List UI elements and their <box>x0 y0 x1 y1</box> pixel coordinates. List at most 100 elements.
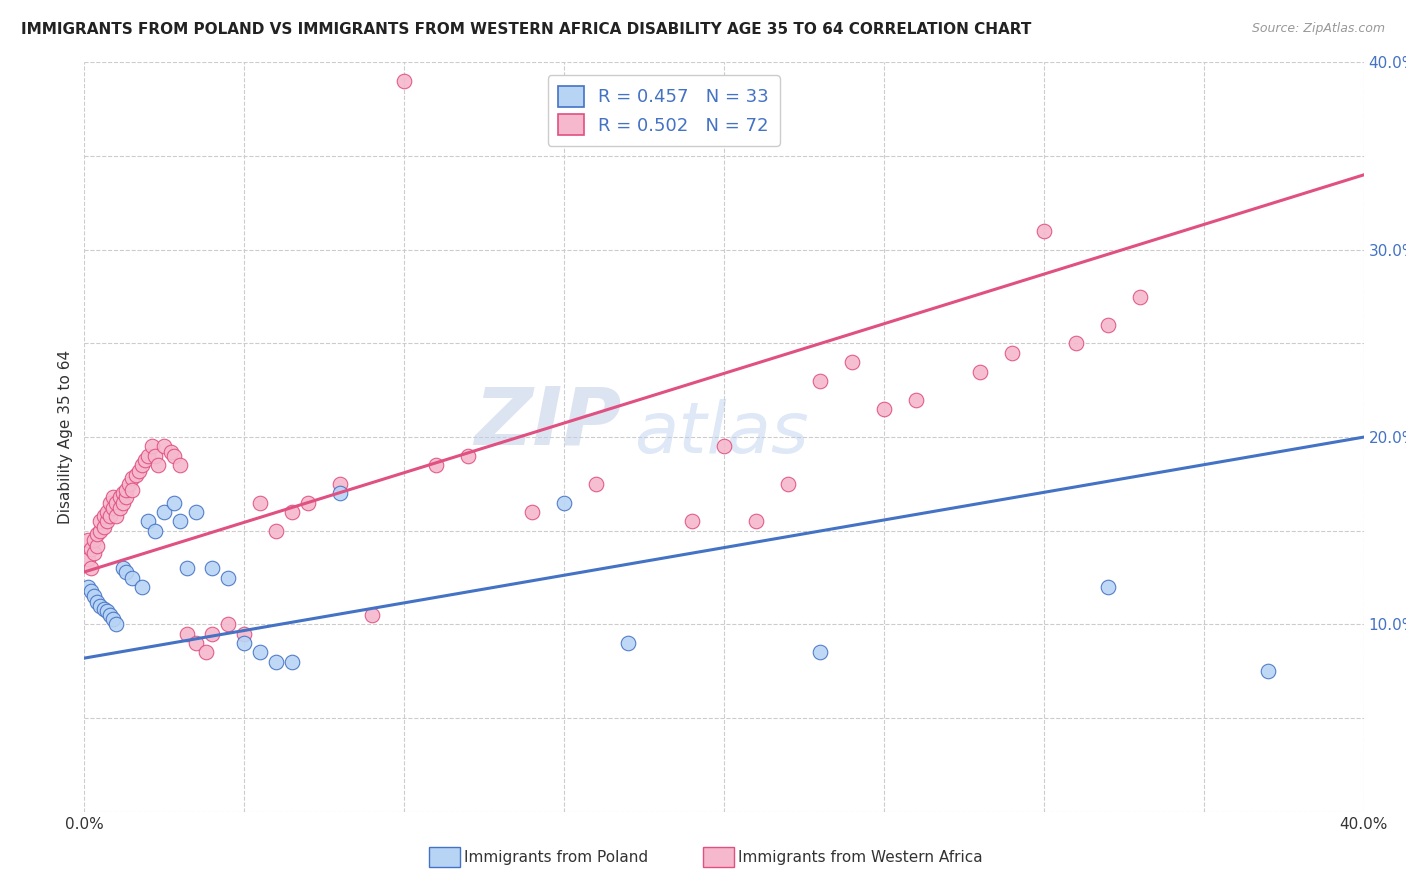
Point <box>808 374 831 388</box>
Point <box>128 464 150 478</box>
Text: IMMIGRANTS FROM POLAND VS IMMIGRANTS FROM WESTERN AFRICA DISABILITY AGE 35 TO 64: IMMIGRANTS FROM POLAND VS IMMIGRANTS FRO… <box>21 22 1032 37</box>
Point <box>201 561 224 575</box>
Point <box>98 508 121 523</box>
Point <box>217 617 239 632</box>
Point <box>585 476 607 491</box>
Point <box>176 626 198 640</box>
Point <box>329 486 352 500</box>
Point <box>80 583 103 598</box>
Point <box>76 533 98 547</box>
Point <box>86 527 108 541</box>
Point <box>89 524 111 538</box>
Point <box>186 505 208 519</box>
Point <box>264 655 288 669</box>
Point <box>105 496 128 510</box>
Point <box>201 626 224 640</box>
Point <box>163 449 186 463</box>
Point <box>138 514 160 528</box>
Point <box>101 501 124 516</box>
Point <box>1097 580 1119 594</box>
Point <box>115 490 138 504</box>
Point <box>80 542 103 557</box>
Point <box>121 483 143 497</box>
Point <box>281 655 304 669</box>
Point <box>89 599 111 613</box>
Point <box>1032 224 1054 238</box>
Point <box>681 514 703 528</box>
Point <box>163 496 186 510</box>
Point <box>115 483 138 497</box>
Point <box>83 546 105 560</box>
Point <box>249 646 271 660</box>
Point <box>93 520 115 534</box>
Point <box>121 471 143 485</box>
Point <box>281 505 304 519</box>
Point <box>713 440 735 453</box>
Point <box>111 486 134 500</box>
Point <box>745 514 768 528</box>
Point <box>101 490 124 504</box>
Point <box>1129 289 1152 303</box>
Point <box>115 565 138 579</box>
Point <box>76 580 98 594</box>
Point <box>808 646 831 660</box>
Point <box>111 561 134 575</box>
Point <box>108 490 131 504</box>
Text: Immigrants from Western Africa: Immigrants from Western Africa <box>738 850 983 864</box>
Point <box>969 365 991 379</box>
Point <box>98 496 121 510</box>
Point <box>146 458 169 473</box>
Point <box>553 496 575 510</box>
Point <box>111 496 134 510</box>
Point <box>121 571 143 585</box>
Point <box>93 602 115 616</box>
Legend: R = 0.457   N = 33, R = 0.502   N = 72: R = 0.457 N = 33, R = 0.502 N = 72 <box>547 75 780 145</box>
Point <box>93 508 115 523</box>
Point <box>86 539 108 553</box>
Point <box>297 496 319 510</box>
Point <box>98 608 121 623</box>
Point <box>249 496 271 510</box>
Point <box>83 590 105 604</box>
Text: Source: ZipAtlas.com: Source: ZipAtlas.com <box>1251 22 1385 36</box>
Point <box>89 514 111 528</box>
Point <box>159 445 181 459</box>
Point <box>169 514 191 528</box>
Point <box>83 533 105 547</box>
Point <box>80 561 103 575</box>
Point <box>522 505 544 519</box>
Point <box>1001 345 1024 359</box>
Point <box>86 595 108 609</box>
Point <box>361 608 384 623</box>
Point <box>457 449 479 463</box>
Point <box>194 646 217 660</box>
Point <box>131 458 153 473</box>
Point <box>176 561 198 575</box>
Point <box>143 449 166 463</box>
Point <box>141 440 163 453</box>
Point <box>153 440 176 453</box>
Text: Immigrants from Poland: Immigrants from Poland <box>464 850 648 864</box>
Text: atlas: atlas <box>634 399 808 467</box>
Point <box>1097 318 1119 332</box>
Point <box>425 458 447 473</box>
Point <box>101 612 124 626</box>
Point <box>394 74 416 88</box>
Point <box>1064 336 1087 351</box>
Point <box>131 580 153 594</box>
Point <box>841 355 863 369</box>
Point <box>105 508 128 523</box>
Point <box>105 617 128 632</box>
Point <box>118 476 141 491</box>
Point <box>108 501 131 516</box>
Point <box>76 551 98 566</box>
Point <box>617 636 640 650</box>
Point <box>233 626 256 640</box>
Point <box>1257 664 1279 679</box>
Point <box>143 524 166 538</box>
Point <box>233 636 256 650</box>
Point <box>96 604 118 618</box>
Point <box>138 449 160 463</box>
Point <box>905 392 928 407</box>
Point <box>134 452 156 467</box>
